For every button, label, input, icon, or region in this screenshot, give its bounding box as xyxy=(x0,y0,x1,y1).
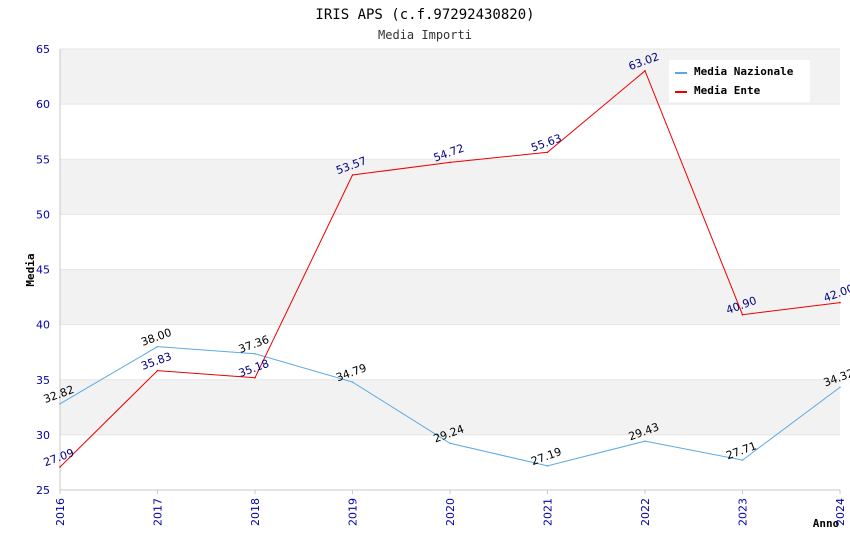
x-tick-label: 2020 xyxy=(444,498,457,526)
y-tick-label: 30 xyxy=(36,429,50,442)
data-point xyxy=(741,313,744,316)
legend: Media Nazionale Media Ente xyxy=(669,60,810,102)
x-tick-label: 2019 xyxy=(347,498,360,526)
x-axis-label: Anno xyxy=(813,517,840,530)
chart-title: IRIS APS (c.f.97292430820) xyxy=(315,7,534,23)
data-point xyxy=(546,465,549,467)
data-label: 37.36 xyxy=(237,333,271,356)
y-tick-label: 45 xyxy=(36,264,50,277)
y-tick-label: 40 xyxy=(36,319,50,332)
data-label: 35.18 xyxy=(237,357,271,380)
legend-box xyxy=(669,60,810,102)
data-label: 27.09 xyxy=(42,446,76,469)
data-point xyxy=(59,466,61,468)
data-label: 55.63 xyxy=(529,132,563,155)
chart-subtitle: Media Importi xyxy=(378,28,472,42)
y-tick-label: 55 xyxy=(36,153,50,166)
data-label: 38.00 xyxy=(139,326,173,349)
data-point xyxy=(546,151,549,154)
data-point xyxy=(254,376,256,379)
data-point xyxy=(59,402,61,405)
data-point xyxy=(449,161,451,164)
legend-label-media-nazionale: Media Nazionale xyxy=(694,65,794,78)
y-tick-label: 35 xyxy=(36,374,50,387)
grid-bands xyxy=(60,48,840,491)
x-tick-label: 2022 xyxy=(639,498,652,526)
x-axis-ticks: 2016 2017 2018 2019 2020 2021 2022 2023 2024 xyxy=(54,490,847,526)
y-tick-label: 25 xyxy=(36,484,50,497)
data-point xyxy=(351,381,354,383)
data-label: 27.19 xyxy=(529,445,563,468)
grid-band xyxy=(60,379,840,435)
data-point xyxy=(351,174,354,176)
series-lines xyxy=(59,70,841,468)
legend-label-media-ente: Media Ente xyxy=(694,84,761,97)
y-axis-label: Media xyxy=(24,253,37,286)
data-point xyxy=(644,70,646,72)
y-tick-label: 50 xyxy=(36,208,50,221)
grid-band xyxy=(60,269,840,325)
x-tick-label: 2021 xyxy=(542,498,555,526)
grid-band xyxy=(60,159,840,215)
data-point xyxy=(741,459,744,461)
data-point xyxy=(644,440,646,442)
x-tick-label: 2017 xyxy=(152,498,165,526)
x-tick-label: 2024 xyxy=(834,498,847,526)
x-tick-label: 2018 xyxy=(249,498,262,526)
data-label: 35.83 xyxy=(139,350,173,373)
data-point xyxy=(839,386,841,389)
x-tick-label: 2023 xyxy=(737,498,750,526)
x-tick-label: 2016 xyxy=(54,498,67,526)
data-label: 27.71 xyxy=(724,439,758,462)
data-point xyxy=(254,352,256,355)
data-point xyxy=(449,442,451,445)
data-point xyxy=(156,369,159,372)
y-axis-ticks: 25 30 35 40 45 50 55 60 65 xyxy=(36,43,50,497)
data-point xyxy=(156,345,159,348)
data-point xyxy=(839,301,841,304)
y-tick-label: 65 xyxy=(36,43,50,56)
y-tick-label: 60 xyxy=(36,98,50,111)
